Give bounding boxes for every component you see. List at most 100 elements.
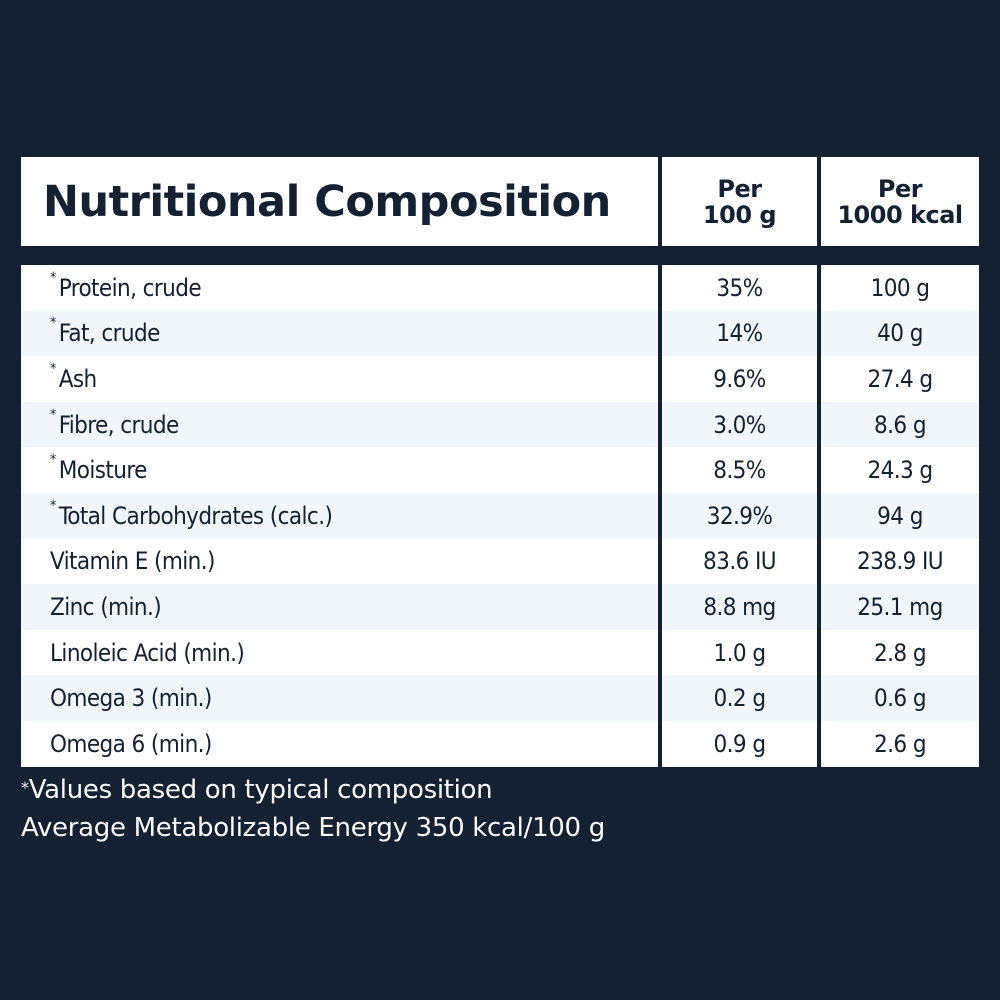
per-1000kcal-value: 94 g bbox=[877, 501, 923, 530]
table-header: Nutritional Composition Per 100 g Per 10… bbox=[21, 157, 979, 246]
per-1000kcal-value: 24.3 g bbox=[867, 456, 933, 485]
header-per-1000kcal-cell: Per 1000 kcal bbox=[821, 157, 979, 246]
per-1000kcal-cell: 40 g bbox=[821, 310, 979, 357]
per-100g-cell: 8.5% bbox=[662, 447, 817, 493]
nutrient-cell: Vitamin E (min.) bbox=[21, 538, 658, 585]
nutrient-name: Protein, crude bbox=[58, 273, 202, 302]
nutrient-name: Omega 6 (min.) bbox=[50, 729, 212, 758]
table-row: Zinc (min.) 8.8 mg 25.1 mg bbox=[21, 584, 979, 630]
nutrient-name: Ash bbox=[58, 364, 98, 393]
nutrient-label: Omega 3 (min.) bbox=[50, 684, 212, 712]
nutrient-label: * Moisture bbox=[50, 452, 148, 485]
per-100g-value: 35% bbox=[716, 273, 763, 302]
footnote-typical: *Values based on typical composition bbox=[21, 771, 605, 809]
per-100g-value: 32.9% bbox=[706, 501, 773, 530]
table-row: Omega 3 (min.) 0.2 g 0.6 g bbox=[21, 675, 979, 721]
per-1000kcal-cell: 238.9 IU bbox=[821, 538, 979, 585]
nutrient-label: Vitamin E (min.) bbox=[50, 547, 215, 575]
nutrient-cell: * Fat, crude bbox=[21, 310, 658, 357]
nutrient-cell: Zinc (min.) bbox=[21, 584, 658, 630]
footnotes: *Values based on typical composition Ave… bbox=[21, 771, 605, 847]
table-row: Linoleic Acid (min.) 1.0 g 2.8 g bbox=[21, 629, 979, 676]
per-100g-value: 1.0 g bbox=[713, 638, 767, 667]
per-1000kcal-value: 2.6 g bbox=[874, 729, 927, 758]
table-row: * Fibre, crude 3.0% 8.6 g bbox=[21, 401, 979, 448]
nutrient-name: Linoleic Acid (min.) bbox=[50, 638, 245, 667]
per-100g-cell: 3.0% bbox=[662, 401, 817, 448]
header-per-100g-cell: Per 100 g bbox=[662, 157, 817, 246]
nutrient-cell: * Total Carbohydrates (calc.) bbox=[21, 492, 658, 539]
nutrient-name: Total Carbohydrates (calc.) bbox=[58, 501, 333, 530]
per-100g-value: 8.8 mg bbox=[703, 592, 776, 621]
typical-value-marker: * bbox=[50, 315, 56, 332]
per-100g-cell: 83.6 IU bbox=[662, 538, 817, 585]
per-1000kcal-cell: 100 g bbox=[821, 265, 979, 311]
typical-value-marker: * bbox=[50, 269, 56, 286]
table-row: * Protein, crude 35% 100 g bbox=[21, 265, 979, 311]
typical-value-marker: * bbox=[50, 497, 56, 514]
header-per-100g: Per 100 g bbox=[702, 174, 777, 229]
per-100g-cell: 1.0 g bbox=[662, 629, 817, 676]
header-gap bbox=[21, 246, 979, 265]
nutrient-name: Fat, crude bbox=[58, 319, 161, 348]
nutrient-name: Vitamin E (min.) bbox=[50, 547, 215, 576]
table-body: * Protein, crude 35% 100 g * Fat, crude 14% 40 … bbox=[21, 265, 979, 767]
typical-value-marker: * bbox=[50, 452, 56, 469]
nutrient-name: Fibre, crude bbox=[58, 410, 180, 439]
title-cell: Nutritional Composition bbox=[21, 157, 658, 246]
per-100g-cell: 32.9% bbox=[662, 492, 817, 539]
nutrient-label: * Fibre, crude bbox=[50, 407, 180, 439]
footnote-energy: Average Metabolizable Energy 350 kcal/10… bbox=[21, 813, 605, 843]
nutrient-cell: Omega 6 (min.) bbox=[21, 720, 658, 767]
nutrient-label: Linoleic Acid (min.) bbox=[50, 638, 245, 667]
table-row: * Fat, crude 14% 40 g bbox=[21, 310, 979, 357]
per-1000kcal-value: 8.6 g bbox=[874, 410, 927, 439]
nutrient-cell: * Fibre, crude bbox=[21, 401, 658, 448]
nutrient-label: * Fat, crude bbox=[50, 315, 161, 348]
nutrient-label: * Protein, crude bbox=[50, 270, 202, 302]
header-per-1000kcal: Per 1000 kcal bbox=[837, 174, 963, 229]
per-1000kcal-cell: 8.6 g bbox=[821, 401, 979, 448]
per-1000kcal-value: 2.8 g bbox=[874, 638, 927, 667]
per-1000kcal-cell: 2.6 g bbox=[821, 720, 979, 767]
nutrient-cell: * Moisture bbox=[21, 447, 658, 493]
per-100g-cell: 0.9 g bbox=[662, 720, 817, 767]
per-100g-cell: 14% bbox=[662, 310, 817, 357]
table-row: * Total Carbohydrates (calc.) 32.9% 94 g bbox=[21, 492, 979, 539]
nutrient-cell: * Protein, crude bbox=[21, 265, 658, 311]
nutrition-table: Nutritional Composition Per 100 g Per 10… bbox=[21, 157, 979, 767]
table-row: Omega 6 (min.) 0.9 g 2.6 g bbox=[21, 720, 979, 767]
per-1000kcal-cell: 94 g bbox=[821, 492, 979, 539]
per-1000kcal-cell: 25.1 mg bbox=[821, 584, 979, 630]
per-100g-cell: 8.8 mg bbox=[662, 584, 817, 630]
per-1000kcal-cell: 0.6 g bbox=[821, 675, 979, 721]
per-100g-cell: 35% bbox=[662, 265, 817, 311]
nutrient-cell: * Ash bbox=[21, 356, 658, 402]
per-1000kcal-value: 238.9 IU bbox=[856, 547, 944, 576]
per-100g-value: 9.6% bbox=[713, 364, 766, 393]
table-row: * Moisture 8.5% 24.3 g bbox=[21, 447, 979, 493]
footnote-marker: * bbox=[21, 778, 29, 797]
per-1000kcal-value: 40 g bbox=[877, 319, 923, 348]
per-100g-value: 14% bbox=[716, 319, 763, 348]
per-100g-value: 8.5% bbox=[713, 456, 766, 485]
per-100g-value: 0.2 g bbox=[713, 684, 767, 713]
nutrient-label: * Ash bbox=[50, 361, 98, 393]
nutrient-label: Omega 6 (min.) bbox=[50, 730, 212, 758]
typical-value-marker: * bbox=[50, 360, 56, 377]
nutrient-name: Moisture bbox=[58, 456, 148, 485]
nutrient-name: Zinc (min.) bbox=[50, 592, 162, 621]
per-1000kcal-cell: 27.4 g bbox=[821, 356, 979, 402]
per-1000kcal-value: 100 g bbox=[870, 273, 930, 302]
per-1000kcal-cell: 2.8 g bbox=[821, 629, 979, 676]
nutrient-cell: Omega 3 (min.) bbox=[21, 675, 658, 721]
per-100g-cell: 0.2 g bbox=[662, 675, 817, 721]
per-1000kcal-value: 27.4 g bbox=[867, 364, 933, 393]
nutrient-label: Zinc (min.) bbox=[50, 592, 162, 621]
footnote-typical-text: Values based on typical composition bbox=[28, 775, 493, 805]
per-100g-value: 0.9 g bbox=[713, 729, 767, 758]
nutrient-cell: Linoleic Acid (min.) bbox=[21, 629, 658, 676]
nutrient-label: * Total Carbohydrates (calc.) bbox=[50, 498, 333, 530]
table-title: Nutritional Composition bbox=[43, 176, 611, 227]
table-row: Vitamin E (min.) 83.6 IU 238.9 IU bbox=[21, 538, 979, 585]
